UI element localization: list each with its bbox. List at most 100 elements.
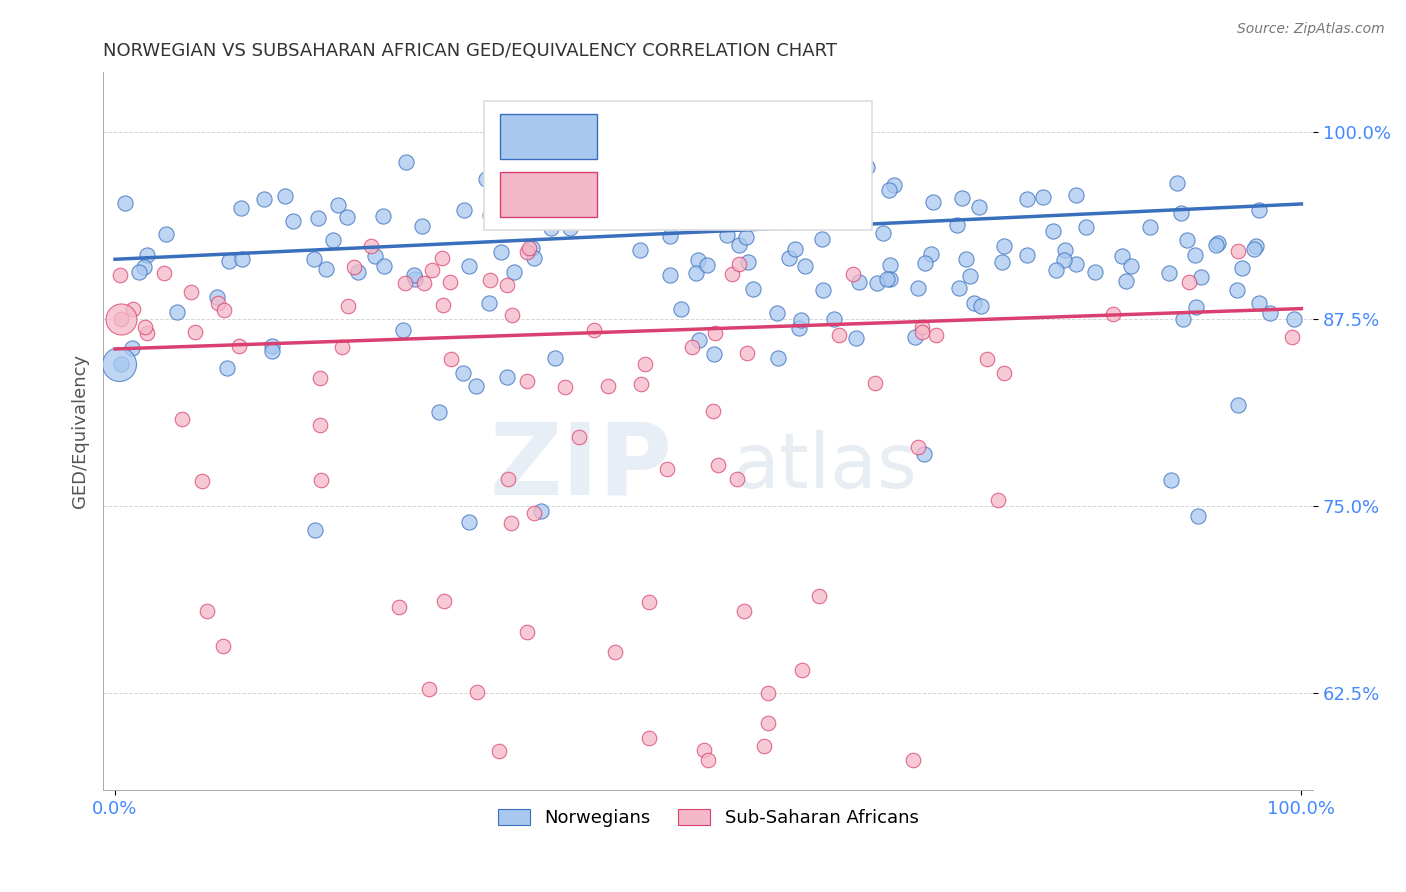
Point [628, 243, 651, 257]
Point [659, 268, 682, 282]
Point [1243, 242, 1265, 256]
Point [785, 242, 807, 256]
Point [135, 247, 157, 261]
Point [309, 474, 332, 488]
Point [950, 191, 973, 205]
Point [648, 188, 671, 202]
Point [523, 252, 546, 266]
Point [945, 219, 967, 233]
Point [703, 347, 725, 361]
Point [688, 333, 710, 347]
Point [1042, 224, 1064, 238]
Point [634, 357, 657, 371]
Point [741, 282, 763, 296]
Point [458, 260, 481, 274]
Point [560, 221, 582, 235]
Point [453, 203, 475, 218]
Point [433, 594, 456, 608]
Point [841, 268, 863, 282]
Point [697, 753, 720, 767]
Point [439, 275, 461, 289]
Point [638, 595, 661, 609]
Point [107, 357, 129, 371]
Point [478, 295, 501, 310]
Point [134, 260, 156, 274]
Point [418, 681, 440, 696]
Point [914, 256, 936, 270]
Point [520, 242, 543, 256]
Point [392, 323, 415, 337]
Text: ZIP: ZIP [489, 418, 672, 516]
Point [987, 493, 1010, 508]
Point [907, 281, 929, 295]
Point [993, 238, 1015, 252]
Point [967, 200, 990, 214]
Point [827, 211, 849, 226]
Point [766, 351, 789, 365]
Point [231, 201, 253, 215]
Point [752, 739, 775, 753]
Point [488, 744, 510, 758]
Point [1032, 190, 1054, 204]
Point [308, 418, 330, 433]
Point [993, 366, 1015, 380]
Point [737, 255, 759, 269]
Text: NORWEGIAN VS SUBSAHARAN AFRICAN GED/EQUIVALENCY CORRELATION CHART: NORWEGIAN VS SUBSAHARAN AFRICAN GED/EQUI… [103, 42, 837, 60]
Point [1187, 509, 1209, 524]
Point [530, 503, 553, 517]
Point [330, 340, 353, 354]
Point [1249, 202, 1271, 217]
Point [948, 281, 970, 295]
Point [1281, 330, 1303, 344]
Point [955, 252, 977, 267]
Point [1017, 247, 1039, 261]
Point [304, 523, 326, 537]
Point [716, 227, 738, 242]
Text: Source: ZipAtlas.com: Source: ZipAtlas.com [1237, 22, 1385, 37]
Point [211, 639, 233, 653]
Point [394, 276, 416, 290]
Point [696, 258, 718, 272]
Point [790, 313, 813, 327]
Point [523, 507, 546, 521]
Point [411, 219, 433, 233]
Point [828, 327, 851, 342]
Point [440, 351, 463, 366]
Point [432, 298, 454, 312]
Point [1064, 257, 1087, 271]
Point [364, 249, 387, 263]
Point [1227, 398, 1250, 412]
Point [879, 258, 901, 272]
Point [432, 252, 454, 266]
Point [728, 256, 751, 270]
Point [1121, 259, 1143, 273]
Point [134, 319, 156, 334]
Point [516, 624, 538, 639]
Point [707, 458, 730, 472]
Point [302, 252, 325, 266]
Point [502, 265, 524, 279]
Point [136, 326, 159, 340]
Point [1226, 283, 1249, 297]
Point [114, 196, 136, 211]
Point [845, 331, 868, 345]
Point [848, 276, 870, 290]
Point [856, 160, 879, 174]
Point [728, 238, 751, 252]
Point [1084, 264, 1107, 278]
Point [734, 230, 756, 244]
Point [253, 192, 276, 206]
Point [1258, 306, 1281, 320]
Point [1184, 248, 1206, 262]
Point [1111, 249, 1133, 263]
Point [1284, 312, 1306, 326]
Legend: Norwegians, Sub-Saharan Africans: Norwegians, Sub-Saharan Africans [491, 802, 927, 835]
Point [346, 265, 368, 279]
Point [1102, 307, 1125, 321]
Point [1206, 236, 1229, 251]
Point [733, 603, 755, 617]
Point [907, 441, 929, 455]
Point [343, 260, 366, 274]
Point [1244, 238, 1267, 252]
Point [877, 183, 900, 197]
